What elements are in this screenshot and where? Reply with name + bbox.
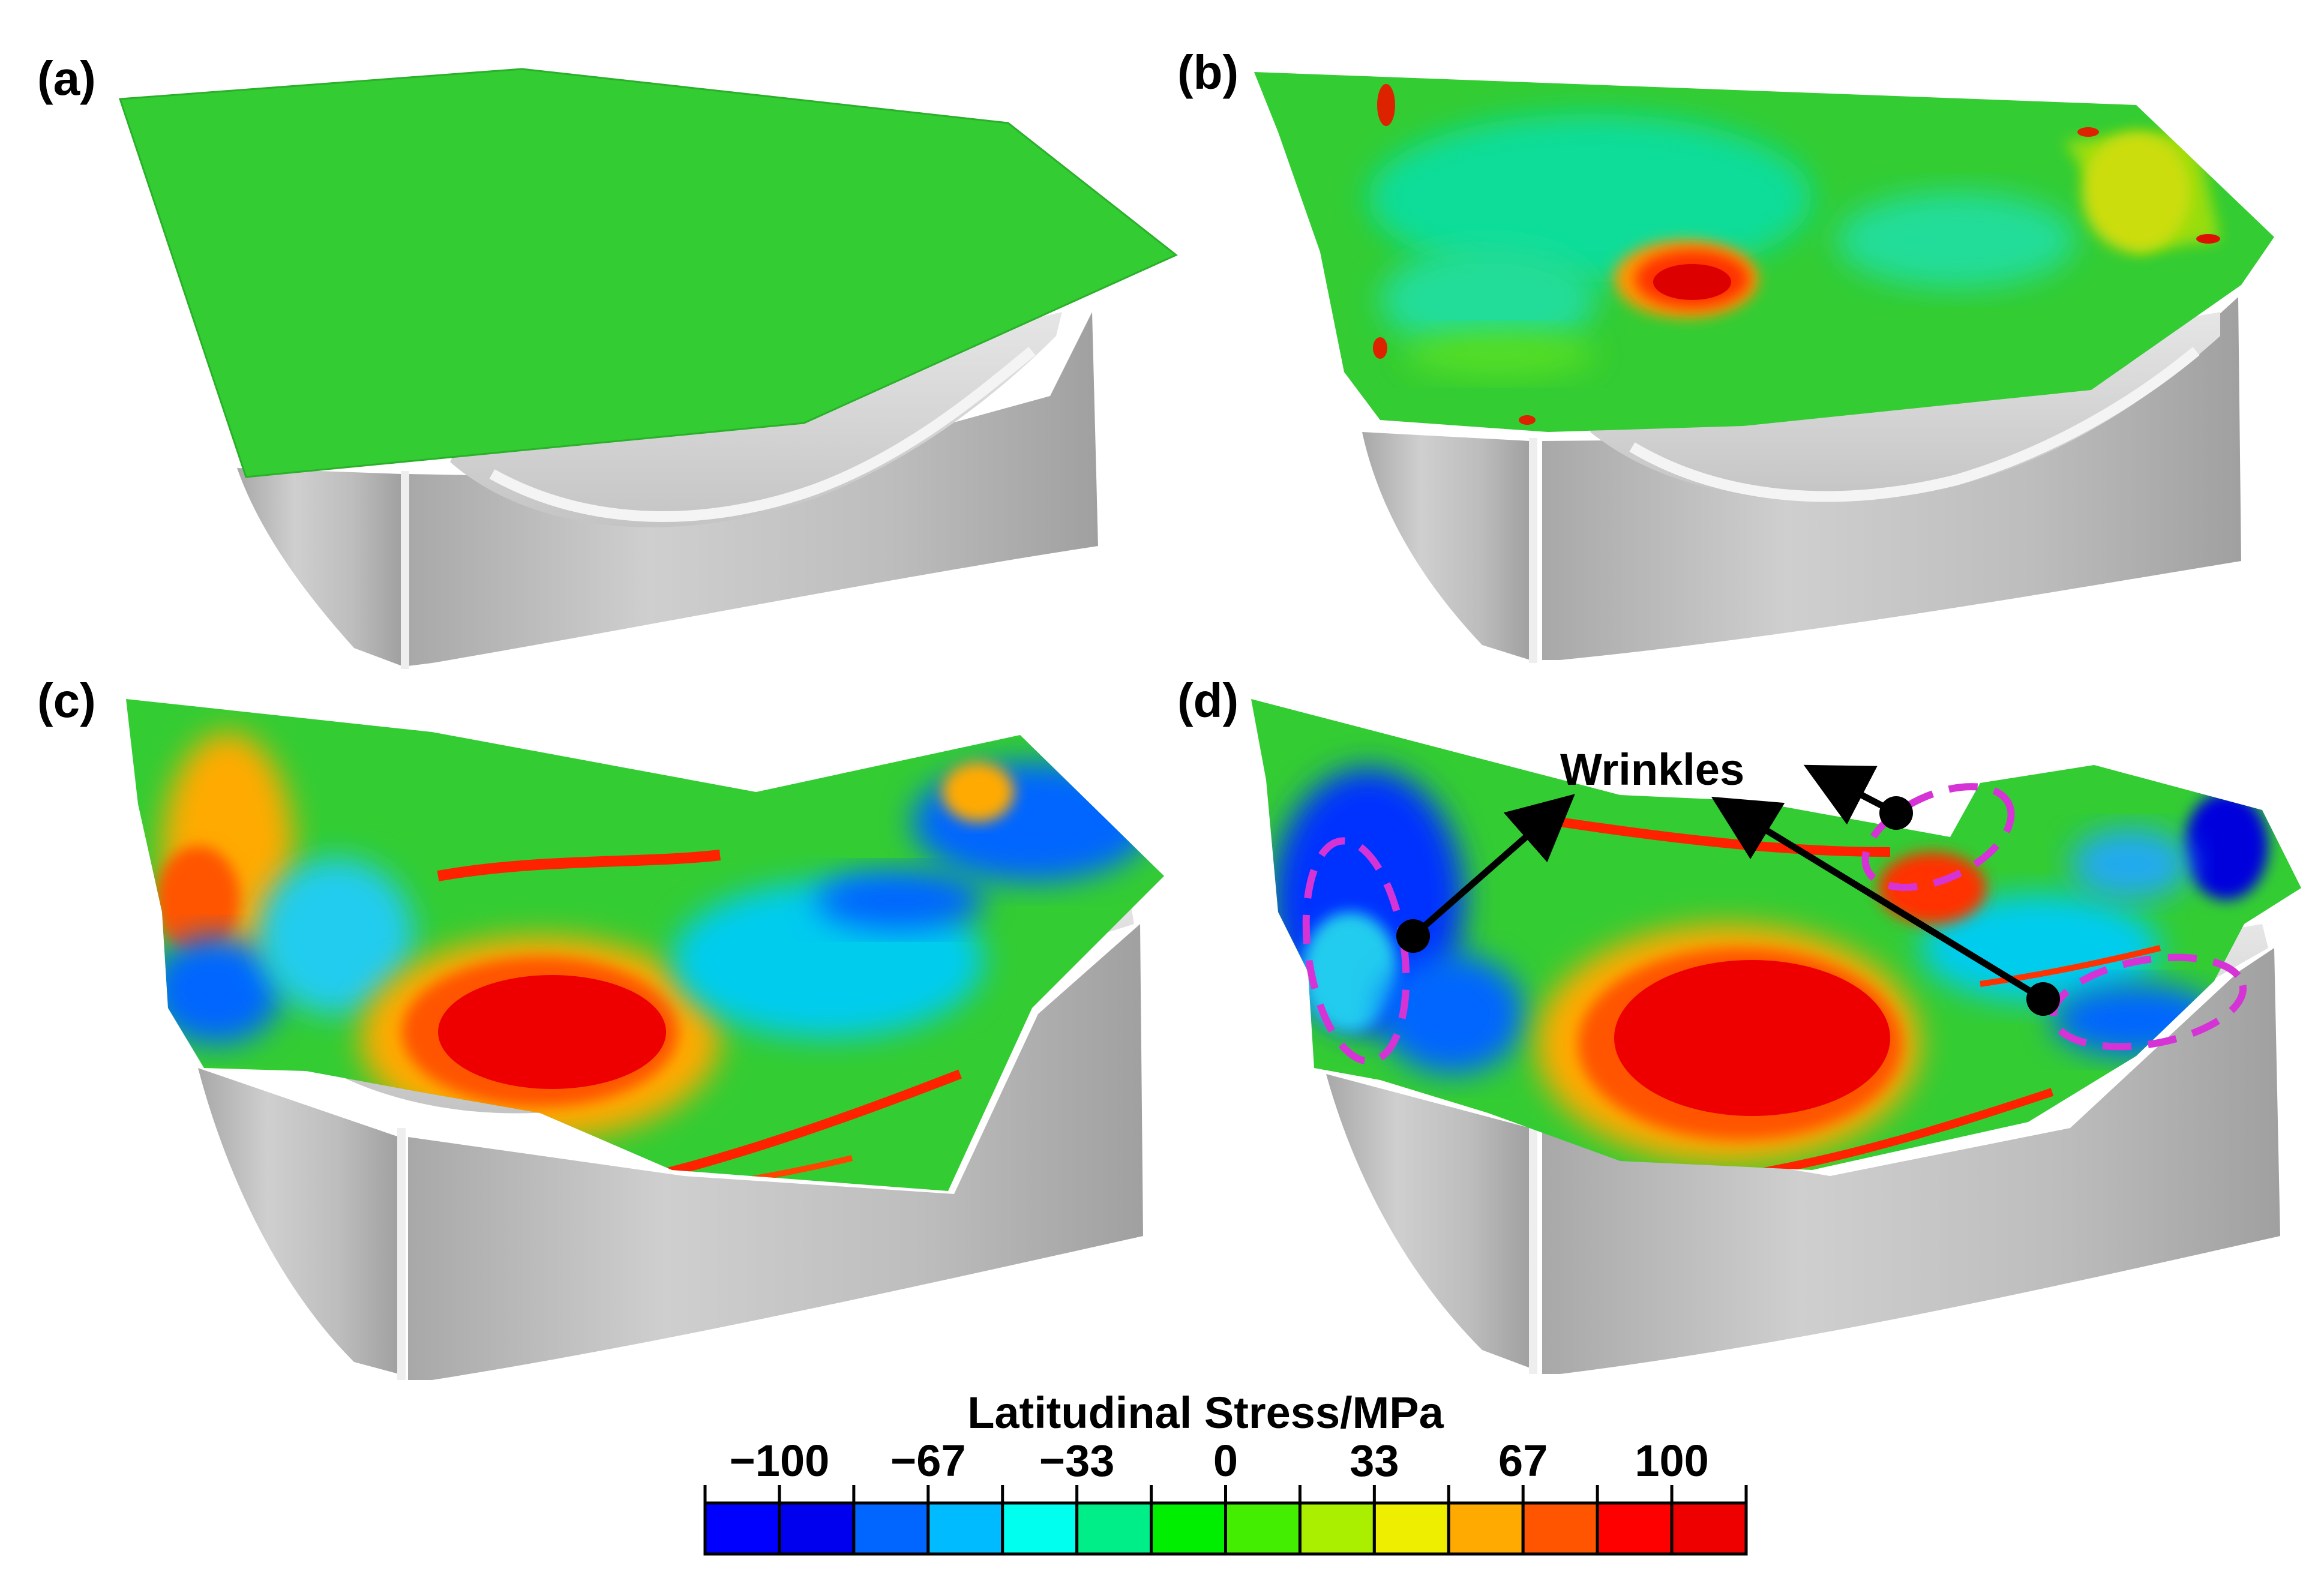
- panel-d: Wrinkles: [1251, 699, 2301, 1374]
- colorbar-swatch: [1447, 1501, 1525, 1556]
- colorbar-tick-label: 33: [1350, 1436, 1399, 1486]
- colorbar-swatch: [1224, 1501, 1302, 1556]
- colorbar-swatch: [1075, 1501, 1153, 1556]
- wrinkle-ellipse-top: [1861, 783, 2015, 891]
- colorbar-swatch: [852, 1501, 930, 1556]
- panel-a: [118, 68, 1178, 669]
- colorbar-swatch: [778, 1501, 856, 1556]
- arrow-left-dot: [1396, 919, 1430, 953]
- colorbar-swatch: [1521, 1501, 1599, 1556]
- colorbar-tick-label: −100: [730, 1436, 830, 1486]
- colorbar-swatch: [926, 1501, 1004, 1556]
- panel-c: [126, 699, 1164, 1380]
- wrinkle-annotations: Wrinkles: [1302, 745, 2247, 1065]
- panel-label-d: (d): [1177, 674, 1239, 727]
- colorbar-tick-label: 0: [1213, 1436, 1238, 1486]
- panel-label-c: (c): [37, 674, 96, 727]
- colorbar-swatch: [1298, 1501, 1376, 1556]
- colorbar-tick-label: 100: [1635, 1436, 1708, 1486]
- wrinkle-ellipse-right: [2049, 953, 2247, 1051]
- panel-b: [1254, 72, 2274, 663]
- arrow-right-dot: [2026, 982, 2060, 1016]
- colorbar-swatch: [1001, 1501, 1079, 1556]
- colorbar-title: Latitudinal Stress/MPa: [967, 1388, 1444, 1438]
- colorbar-tick-labels: −100 −67 −33 0 33 67 100: [703, 1436, 1748, 1503]
- colorbar-swatch: [1150, 1501, 1227, 1556]
- panel-label-b: (b): [1177, 46, 1239, 99]
- sheet-b: [1254, 72, 2274, 432]
- arrow-top-dot: [1879, 796, 1913, 830]
- colorbar-swatch: [1596, 1501, 1674, 1556]
- sheet-c: [126, 699, 1164, 1191]
- colorbar-swatch: [1372, 1501, 1450, 1556]
- colorbar-swatch: [1670, 1501, 1748, 1556]
- colorbar-swatches: [703, 1501, 1748, 1556]
- colorbar-tick-label: −67: [890, 1436, 966, 1486]
- sheet-a: [120, 69, 1176, 477]
- arrow-right: [1711, 796, 2045, 1002]
- colorbar-tick-label: 67: [1498, 1436, 1548, 1486]
- colorbar: Latitudinal Stress/MPa −100 −67 −33 0 33 67 10…: [703, 1388, 1748, 1556]
- panel-label-a: (a): [37, 52, 96, 105]
- sheet-d: [1251, 699, 2301, 1170]
- wrinkles-label: Wrinkles: [1560, 745, 1744, 794]
- colorbar-tick-label: −33: [1039, 1436, 1115, 1486]
- arrow-left: [1411, 794, 1575, 939]
- colorbar-swatch: [703, 1501, 781, 1556]
